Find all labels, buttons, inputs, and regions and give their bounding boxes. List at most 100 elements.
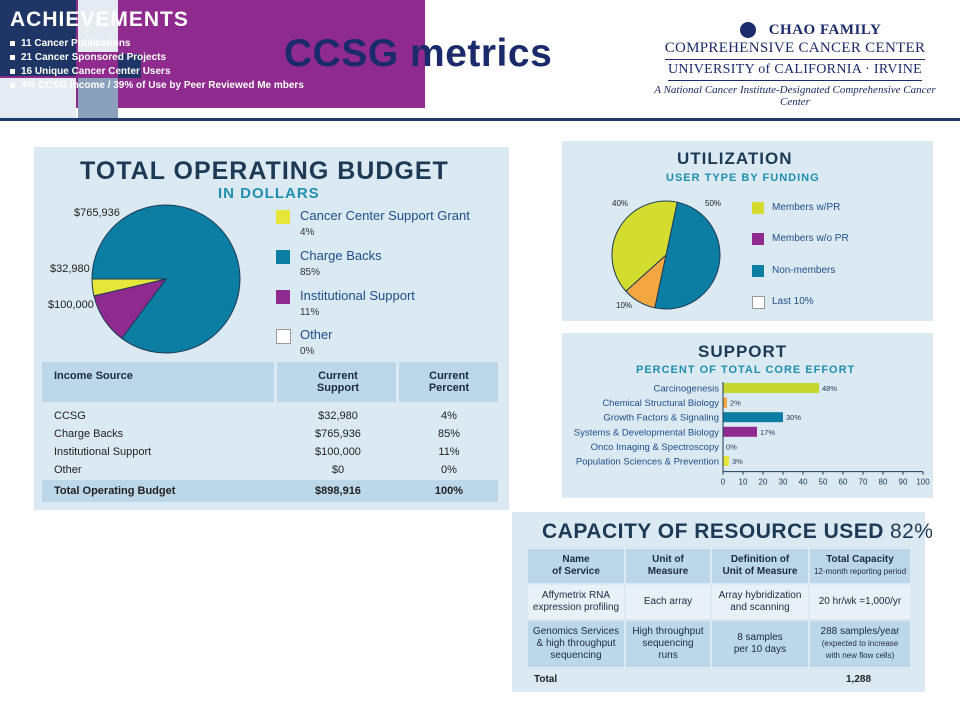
bullet-icon	[10, 40, 15, 46]
cap-r1-total: 20 hr/wk =1,000/yr	[810, 585, 910, 619]
logo-line-2: COMPREHENSIVE CANCER CENTER	[664, 40, 926, 60]
cap-header-total: Total Capacity 12-month reporting period	[810, 549, 910, 583]
logo-line-4: A National Cancer Institute-Designated C…	[654, 84, 936, 108]
bar-value-label: 30%	[786, 413, 801, 422]
decor-square-5	[78, 78, 118, 118]
legend-swatch	[276, 290, 290, 304]
legend-label: Last 10%	[772, 296, 814, 307]
budget-title: TOTAL OPERATING BUDGET	[80, 157, 449, 185]
util-pct-nonmembers: 50%	[705, 199, 722, 208]
x-tick-label: 30	[779, 478, 788, 487]
bar-category-label: Carcinogenesis	[654, 384, 720, 395]
x-tick-label: 10	[739, 478, 748, 487]
pie-label-ccsg: $32,980	[50, 263, 90, 275]
achievements-panel: ACHIEVEMENTS 11 Cancer Publications 21 C…	[0, 0, 425, 108]
total-support: $898,916	[315, 485, 361, 497]
cap-r1-name: Affymetrix RNA expression profiling	[528, 585, 624, 619]
bullet-icon	[10, 54, 15, 60]
budget-table: Income Source Current Support Current Pe…	[42, 362, 498, 506]
header-current-percent: Current Percent	[428, 370, 470, 394]
achievement-item: 11 Cancer Publications	[10, 38, 131, 49]
legend-percent: 85%	[300, 267, 321, 278]
legend-swatch	[276, 250, 290, 264]
logo-line-1: CHAO FAMILY	[768, 22, 882, 38]
row-income-source: Charge Backs	[54, 428, 124, 440]
bar-category-label: Population Sciences & Prevention	[576, 457, 719, 468]
utilization-subtitle: USER TYPE BY FUNDING	[666, 172, 820, 184]
bar-value-label: 48%	[822, 384, 837, 393]
legend-percent: 4%	[300, 227, 315, 238]
utilization-pie-chart	[611, 200, 721, 310]
budget-pie-chart	[91, 204, 241, 354]
cap-r2-total: 288 samples/year (expected to increase w…	[810, 621, 910, 667]
legend-percent: 0%	[300, 346, 315, 357]
util-pct-members: 40%	[612, 199, 629, 208]
bullet-icon	[10, 82, 15, 88]
achievement-item: 16 Unique Cancer Center Users	[10, 66, 171, 77]
budget-table-header	[42, 362, 498, 402]
capacity-panel: CAPACITY OF RESOURCE USED 82% Name of Ser…	[512, 512, 933, 692]
row-income-source: CCSG	[54, 410, 86, 422]
cap-header-name: Name of Service	[528, 549, 624, 583]
cap-total-label: Total	[534, 674, 558, 685]
legend-label: Charge Backs	[300, 248, 382, 263]
legend-label: Non-members	[772, 265, 836, 276]
achievement-item: 4% CCSG Income / 39% of Use by Peer Revi…	[10, 80, 304, 91]
row-income-source: Other	[54, 464, 82, 476]
pie-label-institutional: $100,000	[48, 299, 94, 311]
achievement-text: 16 Unique Cancer Center Users	[21, 66, 171, 77]
cap-r2-total-value: 288 samples/year	[820, 626, 900, 637]
cap-header-definition: Definition of Unit of Measure	[712, 549, 808, 583]
bar	[723, 383, 819, 393]
legend-swatch	[752, 296, 765, 309]
cap-header-total-label: Total Capacity	[826, 554, 894, 565]
legend-percent: 11%	[300, 307, 320, 318]
cap-total-value: 1,288	[846, 674, 872, 685]
row-current-support: $32,980	[318, 410, 358, 422]
capacity-title-text: CAPACITY OF RESOURCE USED	[542, 520, 884, 543]
x-tick-label: 20	[759, 478, 768, 487]
bar-category-label: Onco Imaging & Spectroscopy	[591, 442, 720, 453]
utilization-title: UTILIZATION	[677, 149, 793, 168]
cap-r2-name: Genomics Services & high throughput sequ…	[528, 621, 624, 667]
row-current-support: $765,936	[315, 428, 361, 440]
legend-swatch	[752, 233, 764, 245]
cap-header-period: 12-month reporting period	[813, 567, 907, 576]
cap-r2-definition: 8 samples per 10 days	[712, 621, 808, 667]
x-tick-label: 90	[899, 478, 908, 487]
cap-r2-unit: High throughput sequencing runs	[626, 621, 710, 667]
pie-label-charge-backs: $765,936	[74, 207, 120, 219]
legend-label: Cancer Center Support Grant	[300, 208, 470, 223]
logo-line-3: UNIVERSITY of CALIFORNIA · IRVINE	[667, 62, 923, 81]
capacity-title: CAPACITY OF RESOURCE USED 82%	[542, 520, 933, 544]
util-pct-last: 10%	[616, 301, 633, 310]
bar	[723, 397, 727, 408]
header-current-support: Current Support	[316, 370, 360, 394]
bar-value-label: 0%	[726, 442, 737, 451]
row-income-source: Institutional Support	[54, 446, 152, 458]
x-tick-label: 100	[916, 478, 930, 487]
achievement-item: 21 Cancer Sponsored Projects	[10, 52, 166, 63]
row-current-percent: 85%	[437, 428, 461, 440]
decor-square-1	[0, 0, 76, 76]
cap-r1-definition: Array hybridization and scanning	[712, 585, 808, 619]
bar	[723, 412, 783, 423]
achievement-text: 21 Cancer Sponsored Projects	[21, 52, 167, 63]
header-income-source: Income Source	[54, 370, 133, 382]
bar-value-label: 17%	[760, 428, 775, 437]
cap-header-unit: Unit of Measure	[626, 549, 710, 583]
budget-panel: TOTAL OPERATING BUDGET IN DOLLARS $765,9…	[34, 147, 509, 510]
utilization-panel: UTILIZATION USER TYPE BY FUNDING 40% 50%…	[562, 141, 933, 321]
seal-icon	[740, 22, 756, 38]
cap-r2-total-note: (expected to increase with new flow cell…	[821, 639, 899, 660]
pie-slice-non-members	[654, 201, 721, 310]
bullet-icon	[10, 68, 15, 74]
support-subtitle: PERCENT OF TOTAL CORE EFFORT	[636, 364, 856, 376]
legend-label: Members w/PR	[772, 202, 841, 213]
x-tick-label: 80	[879, 478, 888, 487]
column-divider	[396, 362, 399, 492]
bar-category-label: Systems & Developmental Biology	[574, 427, 719, 438]
decor-square-4	[118, 54, 141, 78]
legend-swatch	[752, 202, 764, 214]
legend-label: Members w/o PR	[772, 233, 849, 244]
